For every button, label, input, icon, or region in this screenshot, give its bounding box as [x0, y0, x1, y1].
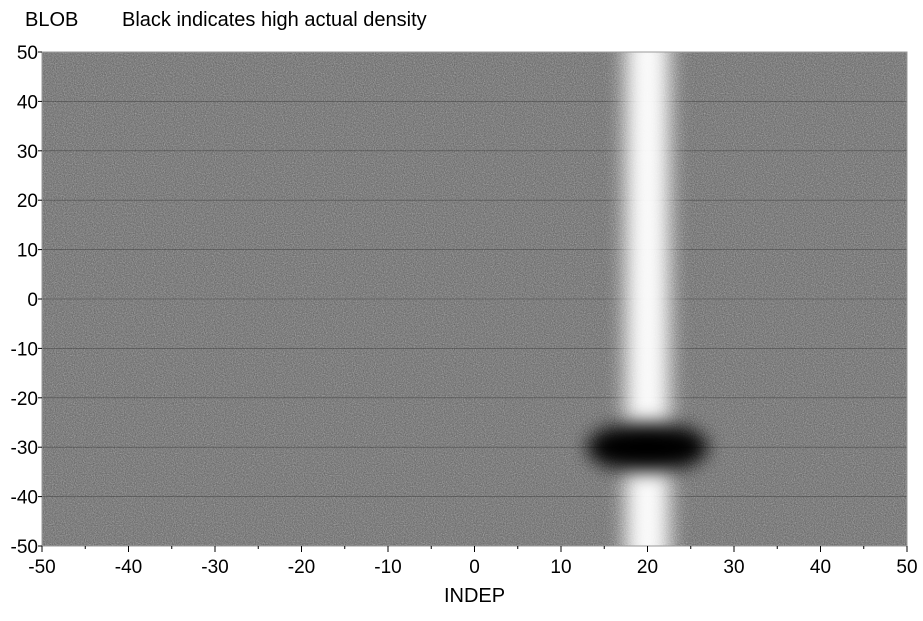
- x-tick-label: -30: [201, 557, 228, 578]
- grid-lines: [42, 101, 907, 497]
- x-axis-label: INDEP: [444, 585, 505, 607]
- y-tick-label: 40: [17, 92, 38, 113]
- y-tick-label: -50: [11, 537, 38, 558]
- y-tick-label: 20: [17, 191, 38, 212]
- y-tick-label: 0: [27, 290, 38, 311]
- x-tick-label: 50: [896, 557, 917, 578]
- y-tick-label: 30: [17, 142, 38, 163]
- y-axis: 50 40 30 20 10 0 -10 -20 -30 -40 -50: [11, 43, 42, 558]
- y-tick-label: -40: [11, 488, 38, 509]
- plot-area: [42, 52, 907, 546]
- y-tick-label: -30: [11, 438, 38, 459]
- chart-label: BLOB: [25, 9, 78, 31]
- y-tick-label: 10: [17, 241, 38, 262]
- y-tick-label: 50: [17, 43, 38, 64]
- x-tick-label: -20: [288, 557, 315, 578]
- x-tick-label: 0: [469, 557, 480, 578]
- x-tick-label: -40: [115, 557, 142, 578]
- chart-title: Black indicates high actual density: [122, 9, 427, 31]
- low-density-band: [625, 52, 670, 546]
- x-tick-label: 10: [550, 557, 571, 578]
- x-tick-label: 20: [637, 557, 658, 578]
- y-tick-label: -20: [11, 389, 38, 410]
- x-axis: -50 -40 -30 -20 -10 0 10 20 30 40 50: [28, 546, 918, 578]
- y-tick-label: -10: [11, 339, 38, 360]
- x-tick-label: 30: [723, 557, 744, 578]
- x-tick-label: -50: [28, 557, 55, 578]
- x-tick-label: -10: [374, 557, 401, 578]
- high-density-blob: [586, 422, 709, 472]
- density-features: [586, 52, 709, 546]
- x-tick-label: 40: [810, 557, 831, 578]
